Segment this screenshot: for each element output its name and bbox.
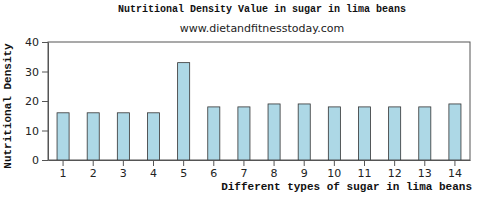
y-tick-label: 30 [25, 66, 39, 79]
x-tick-mark [364, 160, 365, 166]
chart: 0102030401234567891011121314Nutritional … [0, 0, 500, 200]
x-tick: 6 [210, 160, 217, 180]
x-tick-label: 13 [418, 167, 432, 180]
x-tick: 2 [90, 160, 97, 180]
subtitle: www.dietandfitnesstoday.com [180, 22, 344, 35]
x-axis-title: Different types of sugar in lima beans [221, 181, 472, 193]
y-axis: 0 10 20 30 40 [25, 36, 49, 167]
x-tick: 12 [388, 160, 402, 180]
y-tick-label: 10 [25, 125, 39, 138]
x-tick-mark [153, 160, 154, 166]
x-tick-label: 6 [210, 167, 217, 180]
bars [57, 63, 461, 160]
x-tick-label: 2 [90, 167, 97, 180]
x-tick-label: 4 [150, 167, 157, 180]
x-tick: 10 [327, 160, 341, 180]
y-tick: 0 [32, 154, 48, 167]
x-tick-label: 7 [240, 167, 247, 180]
x-tick-label: 1 [60, 167, 67, 180]
x-tick-mark [213, 160, 214, 166]
y-tick: 30 [25, 66, 48, 79]
y-axis-title: Nutritional Density [2, 43, 14, 169]
y-tick-mark [42, 160, 48, 161]
x-tick: 1 [60, 160, 67, 180]
y-tick: 40 [25, 36, 48, 49]
x-axis-line [49, 160, 471, 161]
x-tick: 8 [271, 160, 278, 180]
x-tick: 13 [418, 160, 432, 180]
bar [358, 107, 370, 160]
bar [449, 104, 461, 160]
y-tick-label: 20 [25, 95, 39, 108]
y-tick-mark [42, 42, 48, 43]
y-tick-mark [42, 131, 48, 132]
x-tick: 5 [180, 160, 187, 180]
y-tick-mark [42, 72, 48, 73]
y-tick: 10 [25, 125, 48, 138]
x-tick-label: 9 [301, 167, 308, 180]
plot-frame [48, 42, 470, 160]
x-tick-mark [93, 160, 94, 166]
plot: 0102030401234567891011121314 [25, 36, 471, 180]
x-tick-label: 3 [120, 167, 127, 180]
bar [389, 107, 401, 160]
x-axis: 1234567891011121314 [49, 160, 471, 180]
bar [117, 113, 129, 160]
bar [57, 113, 69, 160]
x-tick-mark [243, 160, 244, 166]
bar [147, 113, 159, 160]
x-tick-mark [304, 160, 305, 166]
bar [328, 107, 340, 160]
x-tick-label: 14 [448, 167, 462, 180]
bar [178, 63, 190, 160]
x-tick-mark [424, 160, 425, 166]
y-tick-label: 40 [25, 36, 39, 49]
title: Nutritional Density Value in sugar in li… [118, 4, 406, 15]
x-tick: 3 [120, 160, 127, 180]
bar [419, 107, 431, 160]
bar [208, 107, 220, 160]
x-tick: 4 [150, 160, 157, 180]
y-tick-label: 0 [32, 154, 39, 167]
y-tick: 20 [25, 95, 48, 108]
x-tick-label: 5 [180, 167, 187, 180]
x-tick-mark [394, 160, 395, 166]
x-tick-mark [63, 160, 64, 166]
bar [298, 104, 310, 160]
x-tick: 14 [448, 160, 462, 180]
x-tick-mark [183, 160, 184, 166]
x-tick: 11 [358, 160, 372, 180]
x-tick-mark [334, 160, 335, 166]
x-tick-label: 11 [358, 167, 372, 180]
bar [238, 107, 250, 160]
x-tick-mark [454, 160, 455, 166]
x-tick: 9 [301, 160, 308, 180]
x-tick-label: 10 [327, 167, 341, 180]
x-tick-mark [274, 160, 275, 166]
x-tick-label: 12 [388, 167, 402, 180]
bar [87, 113, 99, 160]
x-tick-label: 8 [271, 167, 278, 180]
y-tick-mark [42, 101, 48, 102]
bar [268, 104, 280, 160]
x-tick: 7 [240, 160, 247, 180]
y-axis-line [48, 43, 49, 161]
x-tick-mark [123, 160, 124, 166]
